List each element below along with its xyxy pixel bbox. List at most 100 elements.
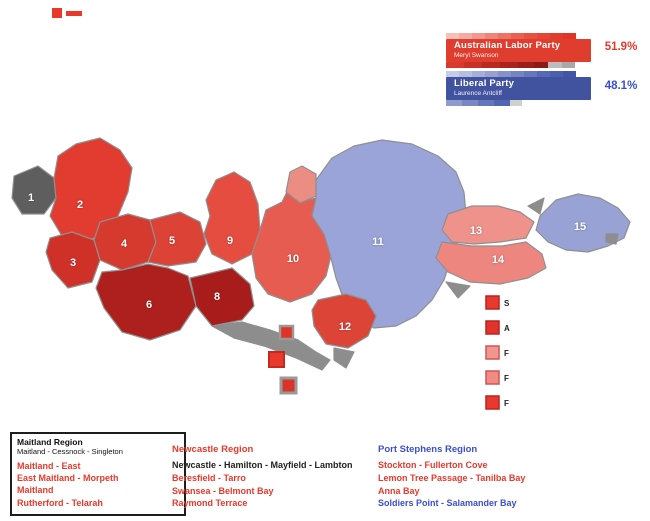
liberal-seat-strip-top — [446, 71, 646, 77]
legend-item: Anna Bay — [378, 485, 420, 496]
district-9-shape — [203, 171, 261, 265]
district-12-shape — [311, 293, 377, 349]
district-6-label: 6 — [146, 299, 152, 311]
legend-item: Newcastle - Hamilton - Mayfield - Lambto… — [172, 460, 353, 470]
seat-strip-segment — [500, 62, 518, 68]
results-infobox: Australian Labor Party Meryl Swanson Lib… — [446, 33, 646, 106]
small-district-square — [268, 351, 285, 368]
district-2-shape — [49, 137, 133, 243]
small-district-square — [278, 324, 295, 341]
inset-square — [485, 370, 500, 385]
legend-left-items: Maitland - East East Maitland - Morpeth Ma… — [17, 460, 179, 509]
seat-strip-segment — [446, 71, 459, 77]
district-3-shape — [45, 231, 101, 289]
legend-item: Soldiers Point - Salamander Bay — [378, 498, 517, 509]
seat-strip-segment — [472, 71, 485, 77]
legend-middle-heading: Newcastle Region — [172, 444, 254, 455]
seat-strip-segment — [482, 62, 500, 68]
seat-strip-segment — [534, 62, 548, 68]
alp-seat-strip-top — [446, 33, 646, 39]
district-8-shape — [189, 267, 255, 327]
seat-strip-segment — [537, 71, 550, 77]
inset-label: F — [504, 374, 509, 383]
district-11-label: 11 — [372, 236, 384, 248]
legend-right-heading: Port Stephens Region — [378, 444, 478, 455]
district-8-label: 8 — [214, 291, 220, 303]
legend-middle-items: Newcastle - Hamilton - Mayfield - Lambto… — [172, 459, 378, 510]
alp-seat-strip-bottom — [446, 62, 646, 68]
legend-right-column: Port Stephens Region Stockton - Fullerto… — [378, 444, 643, 510]
seat-strip-segment — [510, 100, 522, 106]
alp-vote-percent: 51.9% — [604, 41, 638, 53]
district-12-label: 12 — [339, 321, 351, 333]
district-10-label: 10 — [287, 253, 299, 265]
district-5-label: 5 — [169, 235, 175, 247]
legend-left-box: Maitland Region Maitland - Cessnock - Si… — [10, 432, 186, 516]
liberal-seat-strip-bottom — [446, 100, 646, 106]
inset-label: A — [504, 324, 510, 333]
district-4-label: 4 — [121, 238, 128, 250]
inset-square — [485, 320, 500, 335]
district-2-label: 2 — [77, 199, 83, 211]
district-9-label: 9 — [227, 235, 233, 247]
district-10-north-finger — [285, 165, 317, 204]
inset-label: F — [504, 349, 509, 358]
legend-item: Swansea - Belmont Bay — [172, 485, 274, 496]
coastline-south-tip — [333, 347, 355, 369]
inset-square-column: S A F F F — [485, 295, 510, 410]
seat-strip-segment — [464, 62, 482, 68]
liberal-party-bar: Liberal Party Laurence Antcliff — [446, 77, 591, 100]
seat-strip-segment — [563, 33, 576, 39]
seat-strip-segment — [494, 100, 510, 106]
district-15-label: 15 — [574, 221, 586, 233]
seat-strip-segment — [446, 100, 462, 106]
seat-strip-segment — [446, 62, 464, 68]
district-6-shape — [95, 263, 197, 341]
seat-strip-segment — [511, 33, 524, 39]
small-district-square — [279, 376, 298, 395]
corner-mark-bar — [66, 10, 82, 16]
seat-strip-segment — [524, 33, 537, 39]
seat-strip-segment — [563, 71, 576, 77]
inset-label: F — [504, 399, 509, 408]
seat-strip-segment — [498, 71, 511, 77]
coast-wedge-15-west — [527, 197, 545, 215]
seat-strip-segment — [459, 71, 472, 77]
inset-label: S — [504, 299, 510, 308]
seat-strip-segment — [498, 33, 511, 39]
legend-box-subtitle: Maitland - Cessnock - Singleton — [17, 447, 123, 456]
seat-strip-segment — [550, 71, 563, 77]
seat-strip-segment — [459, 33, 472, 39]
district-13-label: 13 — [470, 225, 482, 237]
seat-strip-segment — [511, 71, 524, 77]
liberal-party-name: Liberal Party — [454, 78, 515, 89]
seat-strip-segment — [524, 71, 537, 77]
district-11-shape — [311, 139, 467, 329]
alp-party-bar: Australian Labor Party Meryl Swanson — [446, 39, 591, 62]
seat-strip-segment — [550, 33, 563, 39]
alp-party-leader: Meryl Swanson — [454, 52, 499, 59]
legend-item: Raymond Terrace — [172, 498, 248, 509]
legend-item: East Maitland - Morpeth — [17, 473, 119, 484]
seat-strip-segment — [472, 33, 485, 39]
map-inset-squares — [268, 324, 298, 395]
seat-strip-segment — [518, 62, 534, 68]
coastline-south — [211, 321, 331, 371]
seat-strip-segment — [446, 33, 459, 39]
legend-item: Lemon Tree Passage - Tanilba Bay — [378, 472, 526, 483]
alp-party-name: Australian Labor Party — [454, 40, 561, 51]
legend-middle-column: Newcastle Region Newcastle - Hamilton - … — [172, 444, 378, 510]
seat-strip-segment — [478, 100, 494, 106]
district-14-shape — [435, 241, 547, 285]
seat-strip-segment — [537, 33, 550, 39]
district-14-label: 14 — [492, 254, 505, 266]
district-number-labels: 1 2 3 4 5 6 8 9 10 11 12 13 14 15 — [28, 192, 586, 333]
seat-strip-segment — [462, 100, 478, 106]
district-13-shape — [441, 205, 535, 245]
legend-item: Stockton - Fullerton Cove — [378, 460, 488, 470]
corner-marks — [52, 8, 82, 18]
liberal-vote-percent: 48.1% — [604, 80, 638, 92]
legend-box-title: Maitland Region — [17, 437, 83, 447]
seat-strip-segment — [485, 71, 498, 77]
